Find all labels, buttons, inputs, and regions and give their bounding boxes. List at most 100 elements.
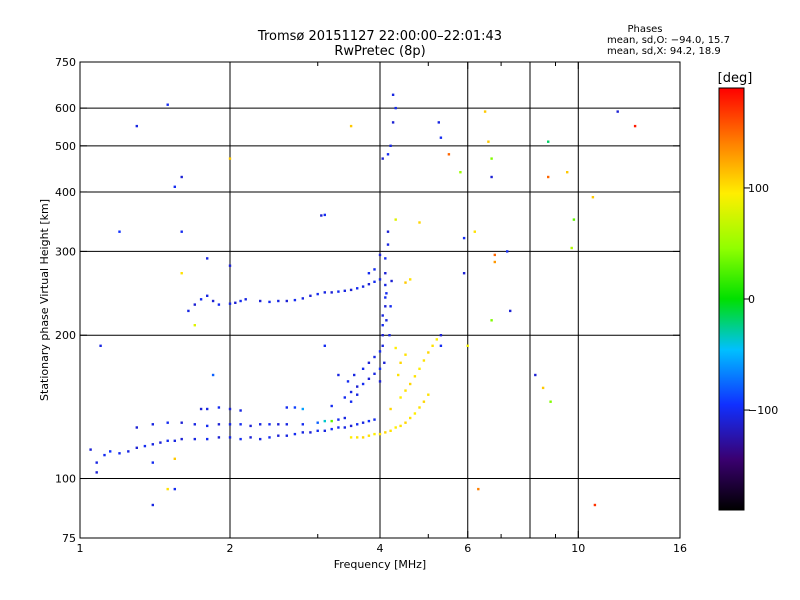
x-axis-label: Frequency [MHz] [334,558,426,571]
data-point [490,319,493,322]
data-point [356,287,359,290]
data-point [323,429,326,432]
data-point [159,441,162,444]
data-point [493,260,496,264]
data-point [180,272,183,275]
colorbar-tick-label: 100 [748,182,769,195]
data-point [437,121,440,124]
data-point [166,421,169,424]
data-point [239,437,242,441]
data-point [487,140,490,143]
data-point [337,426,340,429]
data-point [493,253,496,257]
data-point [422,359,426,362]
data-point [217,436,221,439]
data-point [349,400,353,403]
colorbar-unit: [deg] [718,71,753,86]
data-point [151,503,154,507]
data-point [228,407,232,411]
chart-title: Tromsø 20151127 22:00:00–22:01:43 [257,29,502,44]
data-point [228,436,232,439]
data-point [413,375,417,378]
data-point [135,446,138,449]
data-point [378,367,382,370]
data-point [373,280,376,283]
phases-o-mode: mean, sd,O: −94.0, 15.7 [607,35,730,46]
data-point [301,407,304,411]
y-axis-label: Stationary phase Virtual Height [km] [38,199,51,401]
data-point [244,298,247,301]
data-point [473,230,476,233]
x-tick-label: 1 [77,542,84,555]
data-point [385,292,388,295]
data-point [349,288,353,292]
data-point [337,290,340,293]
data-point [259,299,262,303]
data-point [404,353,407,356]
data-point [309,294,312,297]
chart-subtitle: RwPretec (8p) [334,44,425,59]
data-point [418,367,421,370]
colorbar-tick-label: −100 [748,404,778,417]
data-point [373,432,376,436]
data-point [378,253,382,257]
data-point [228,302,232,305]
data-point [633,124,637,128]
y-axis-ticks: 75 100 200 300 400 500 600 750 [55,56,680,545]
y-tick-label: 600 [55,102,76,115]
data-point [330,419,333,423]
data-point [330,427,333,431]
data-point [459,171,462,174]
data-point [367,377,371,380]
data-point [373,268,376,271]
data-point [490,175,493,179]
data-point [127,450,130,453]
data-point [193,437,196,441]
data-point [397,373,400,377]
data-point [346,380,350,383]
data-point [431,344,434,347]
y-tick-label: 400 [55,186,76,199]
data-point [166,103,169,106]
data-point [320,214,323,217]
y-tick-label: 500 [55,140,76,153]
data-point [259,437,262,441]
data-point [166,439,169,442]
data-point [151,461,154,464]
x-tick-label: 16 [673,542,687,555]
data-point [180,421,183,424]
colorbar-gradient [718,87,745,511]
data-point [391,93,395,96]
data-point [361,436,365,439]
data-point [462,272,466,275]
data-point [118,452,121,455]
data-point [173,457,176,460]
data-point [228,423,232,426]
data-point [206,294,209,297]
data-point [361,421,365,424]
data-point [349,124,353,128]
data-point [391,121,395,124]
data-point [268,436,271,439]
data-point [193,324,196,327]
data-point [277,434,280,437]
data-point [547,140,550,143]
data-point [277,423,280,426]
x-tick-label: 2 [227,542,234,555]
data-point [378,350,382,353]
data-point [413,412,417,415]
data-point [206,407,209,411]
data-point [404,281,407,284]
data-point [349,436,353,439]
data-point [384,257,387,260]
data-point [373,372,376,375]
data-point [268,423,271,426]
data-point [301,431,304,434]
data-point [427,351,430,354]
data-point [143,444,147,448]
data-point [293,406,297,409]
data-point [349,424,353,428]
data-point [199,407,203,411]
data-point [285,434,288,437]
